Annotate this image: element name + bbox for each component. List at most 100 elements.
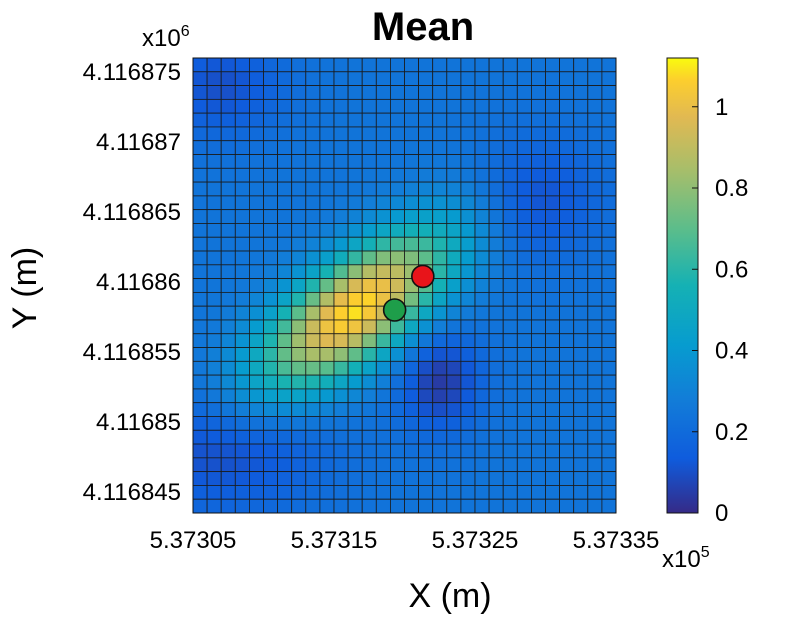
heatmap-cell [347, 209, 363, 224]
heatmap-cell [545, 278, 561, 293]
heatmap-cell [404, 457, 420, 473]
heatmap-cell [361, 471, 377, 486]
heatmap-cell [263, 347, 279, 362]
heatmap-cell [418, 471, 434, 486]
heatmap-cell [404, 374, 420, 390]
heatmap-cell [277, 209, 293, 224]
heatmap-cell [305, 443, 321, 459]
heatmap-cell [432, 71, 448, 86]
heatmap-cell [305, 319, 321, 335]
heatmap-cell [446, 429, 462, 445]
heatmap-cell [389, 360, 405, 376]
heatmap-cell [516, 126, 532, 142]
heatmap-cell [432, 264, 448, 280]
heatmap-cell [418, 98, 434, 114]
heatmap-cell [573, 264, 589, 280]
heatmap-cell [234, 167, 250, 183]
heatmap-cell [531, 195, 546, 211]
heatmap-cell [502, 195, 518, 211]
heatmap-cell [474, 319, 490, 335]
heatmap-cell [573, 498, 589, 514]
heatmap-cell [277, 347, 293, 362]
heatmap-cell [220, 347, 236, 362]
heatmap-cell [361, 416, 377, 431]
heatmap-cell [319, 126, 335, 142]
heatmap-cell [248, 112, 264, 128]
heatmap-cell [432, 443, 448, 459]
heatmap-cell [333, 195, 349, 211]
heatmap-cell [305, 305, 321, 321]
heatmap-cell [375, 278, 391, 293]
heatmap-cell [192, 126, 208, 142]
heatmap-cell [389, 429, 405, 445]
heatmap-cell [531, 250, 546, 266]
heatmap-cell [474, 291, 490, 307]
heatmap-cell [263, 57, 279, 73]
heatmap-cell [277, 140, 293, 155]
heatmap-cell [460, 223, 476, 238]
heatmap-cell [206, 305, 222, 321]
heatmap-cell [446, 388, 462, 404]
heatmap-cell [291, 195, 307, 211]
heatmap-cell [305, 195, 321, 211]
heatmap-cell [545, 154, 561, 169]
heatmap-cell [319, 140, 335, 155]
heatmap-cell [474, 457, 490, 473]
heatmap-cell [502, 457, 518, 473]
heatmap-cell [347, 236, 363, 252]
heatmap-cell [291, 388, 307, 404]
heatmap-cell [333, 223, 349, 238]
heatmap-cell [192, 85, 208, 100]
heatmap-cell [347, 347, 363, 362]
heatmap-cell [305, 167, 321, 183]
heatmap-cell [601, 305, 617, 321]
heatmap-cell [263, 291, 279, 307]
heatmap-cell [418, 195, 434, 211]
heatmap-cell [319, 457, 335, 473]
heatmap-cell [263, 140, 279, 155]
heatmap-cell [192, 291, 208, 307]
heatmap-cell [531, 291, 546, 307]
heatmap-cell [389, 57, 405, 73]
heatmap-cell [559, 236, 575, 252]
heatmap-cell [587, 167, 603, 183]
heatmap-cell [291, 112, 307, 128]
heatmap-cell [502, 126, 518, 142]
heatmap-cell [347, 388, 363, 404]
heatmap-cell [587, 140, 603, 155]
heatmap-cell [404, 471, 420, 486]
heatmap-cell [418, 291, 434, 307]
heatmap-cell [192, 374, 208, 390]
heatmap-cell [319, 416, 335, 431]
heatmap-cell [488, 457, 504, 473]
y-axis-ticks: 4.116875 4.11687 4.116865 4.11686 4.116855 4.… [83, 59, 181, 506]
heatmap-cell [263, 154, 279, 169]
heatmap-cell [446, 333, 462, 348]
heatmap-cell [206, 319, 222, 335]
colorbar-tick-label: 0 [715, 500, 728, 527]
heatmap-cell [559, 374, 575, 390]
heatmap-cell [587, 250, 603, 266]
heatmap-cell [291, 167, 307, 183]
heatmap-cell [432, 347, 448, 362]
heatmap-cell [389, 223, 405, 238]
heatmap-cell [291, 485, 307, 500]
heatmap-cell [206, 374, 222, 390]
heatmap-cell [305, 374, 321, 390]
heatmap-cell [531, 347, 546, 362]
heatmap-cell [446, 347, 462, 362]
heatmap-cell [573, 305, 589, 321]
heatmap-cell [234, 57, 250, 73]
heatmap-cell [418, 154, 434, 169]
heatmap-cell [545, 85, 561, 100]
heatmap-cell [375, 209, 391, 224]
heatmap-cell [516, 264, 532, 280]
heatmap-cell [545, 498, 561, 514]
heatmap-cell [375, 402, 391, 417]
heatmap-cell [319, 360, 335, 376]
heatmap-cell [333, 305, 349, 321]
heatmap-cell [601, 360, 617, 376]
heatmap-cell [319, 181, 335, 197]
heatmap-cell [502, 388, 518, 404]
